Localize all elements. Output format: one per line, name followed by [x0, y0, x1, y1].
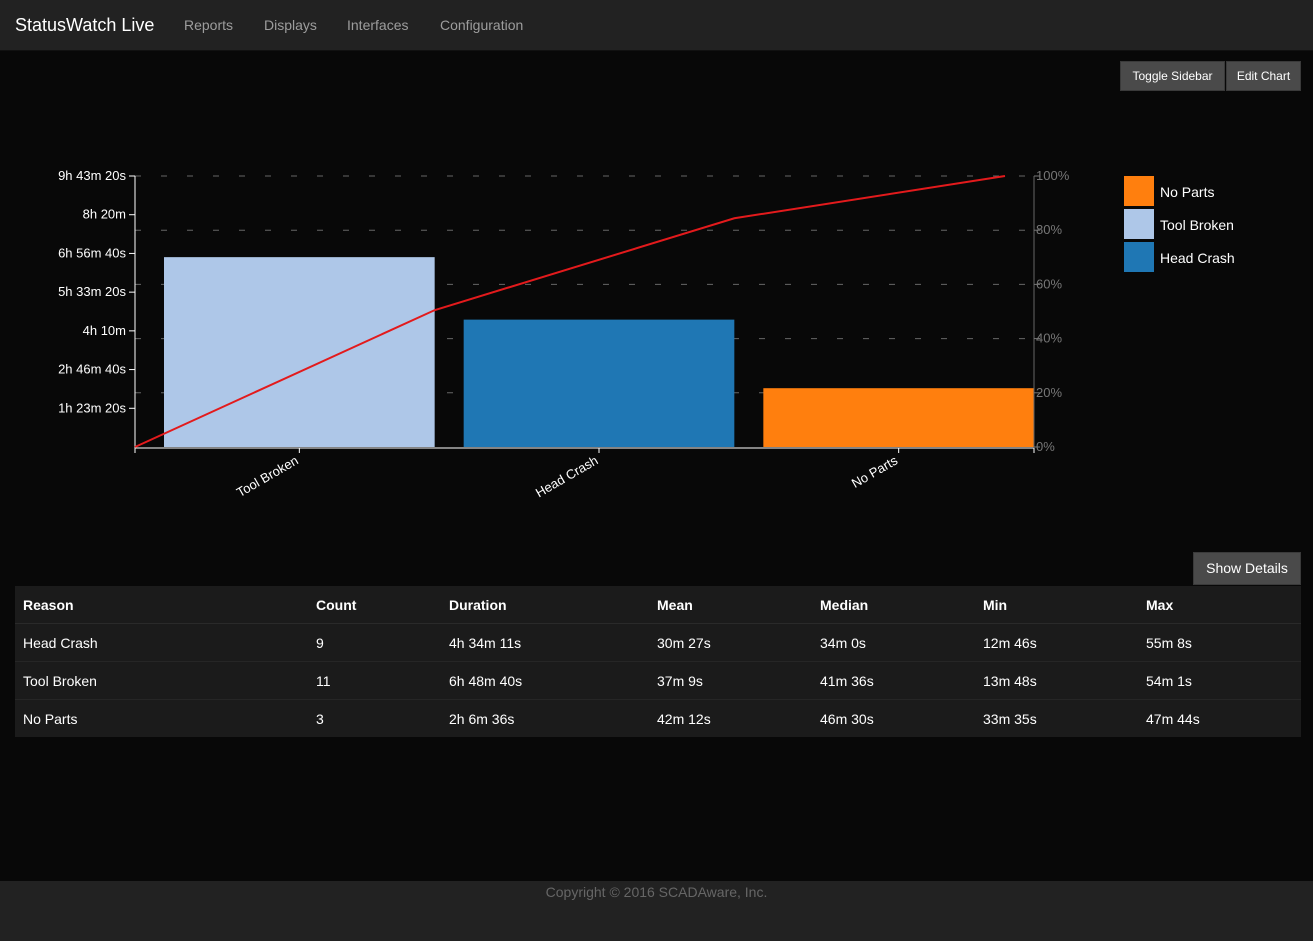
- header-min[interactable]: Min: [975, 586, 1138, 624]
- pareto-chart: 1h 23m 20s 2h 46m 40s 4h 10m 5h 33m 20s 6h 5…: [58, 168, 1235, 501]
- bar-head-crash: [463, 319, 735, 447]
- legend-label: No Parts: [1160, 184, 1214, 200]
- legend: No Parts Tool Broken Head Crash: [1124, 176, 1235, 272]
- y2-tick-label: 20%: [1036, 385, 1062, 400]
- nav-interfaces[interactable]: Interfaces: [347, 17, 409, 33]
- cell-mean: 30m 27s: [649, 623, 812, 662]
- legend-swatch: [1124, 209, 1154, 239]
- cell-duration: 4h 34m 11s: [441, 623, 649, 662]
- y-tick-label: 4h 10m: [83, 323, 126, 338]
- cumulative-line: [134, 175, 1006, 448]
- cell-reason: No Parts: [15, 699, 308, 737]
- cell-reason: Tool Broken: [15, 661, 308, 700]
- navbar: StatusWatch Live Reports Displays Interf…: [0, 0, 1313, 51]
- cell-count: 9: [308, 623, 441, 662]
- y-tick-label: 9h 43m 20s: [58, 168, 126, 183]
- legend-label: Tool Broken: [1160, 217, 1234, 233]
- y2-tick-label: 80%: [1036, 222, 1062, 237]
- table-row: Tool Broken 11 6h 48m 40s 37m 9s 41m 36s…: [15, 661, 1301, 700]
- cell-max: 47m 44s: [1138, 699, 1301, 737]
- header-median[interactable]: Median: [812, 586, 975, 624]
- cell-min: 33m 35s: [975, 699, 1138, 737]
- bar-no-parts: [763, 388, 1034, 447]
- cell-median: 34m 0s: [812, 623, 975, 662]
- y-tick-label: 8h 20m: [83, 207, 126, 222]
- cell-mean: 37m 9s: [649, 661, 812, 700]
- header-mean[interactable]: Mean: [649, 586, 812, 624]
- details-table: Reason Count Duration Mean Median Min Ma…: [15, 586, 1301, 737]
- header-max[interactable]: Max: [1138, 586, 1301, 624]
- cell-duration: 6h 48m 40s: [441, 661, 649, 700]
- edit-chart-button[interactable]: Edit Chart: [1226, 61, 1301, 91]
- bars: [164, 257, 1034, 447]
- y2-tick-label: 60%: [1036, 276, 1062, 291]
- x-tick-label: Head Crash: [533, 453, 601, 501]
- x-tick-label: Tool Broken: [234, 453, 301, 500]
- y2-tick-label: 100%: [1036, 168, 1070, 183]
- cell-median: 46m 30s: [812, 699, 975, 737]
- bar-tool-broken: [164, 257, 435, 447]
- y-tick-label: 5h 33m 20s: [58, 284, 126, 299]
- brand[interactable]: StatusWatch Live: [15, 15, 155, 35]
- copyright-text: Copyright © 2016 SCADAware, Inc.: [545, 884, 768, 900]
- nav-configuration[interactable]: Configuration: [440, 17, 524, 33]
- footer: Copyright © 2016 SCADAware, Inc.: [0, 881, 1313, 941]
- cell-min: 13m 48s: [975, 661, 1138, 700]
- nav-reports[interactable]: Reports: [184, 17, 234, 33]
- y-tick-label: 6h 56m 40s: [58, 245, 126, 260]
- cell-reason: Head Crash: [15, 623, 308, 662]
- header-reason[interactable]: Reason: [15, 586, 308, 624]
- header-duration[interactable]: Duration: [441, 586, 649, 624]
- cell-duration: 2h 6m 36s: [441, 699, 649, 737]
- y-tick-label: 2h 46m 40s: [58, 362, 126, 377]
- toggle-sidebar-button[interactable]: Toggle Sidebar: [1120, 61, 1225, 91]
- legend-swatch: [1124, 176, 1154, 206]
- cell-count: 3: [308, 699, 441, 737]
- cell-min: 12m 46s: [975, 623, 1138, 662]
- legend-label: Head Crash: [1160, 250, 1235, 266]
- x-tick-label: No Parts: [849, 452, 901, 491]
- nav-displays[interactable]: Displays: [264, 17, 317, 33]
- table-row: Head Crash 9 4h 34m 11s 30m 27s 34m 0s 1…: [15, 623, 1301, 662]
- y-tick-label: 1h 23m 20s: [58, 400, 126, 415]
- legend-swatch: [1124, 242, 1154, 272]
- table-row: No Parts 3 2h 6m 36s 42m 12s 46m 30s 33m…: [15, 699, 1301, 737]
- header-count[interactable]: Count: [308, 586, 441, 624]
- cell-median: 41m 36s: [812, 661, 975, 700]
- cell-mean: 42m 12s: [649, 699, 812, 737]
- table-header-row: Reason Count Duration Mean Median Min Ma…: [15, 586, 1301, 624]
- y2-tick-label: 0%: [1036, 439, 1055, 454]
- y2-tick-label: 40%: [1036, 331, 1062, 346]
- cumulative-line-group: [134, 175, 1006, 448]
- cell-max: 54m 1s: [1138, 661, 1301, 700]
- cell-max: 55m 8s: [1138, 623, 1301, 662]
- show-details-button[interactable]: Show Details: [1193, 552, 1301, 585]
- cell-count: 11: [308, 661, 441, 700]
